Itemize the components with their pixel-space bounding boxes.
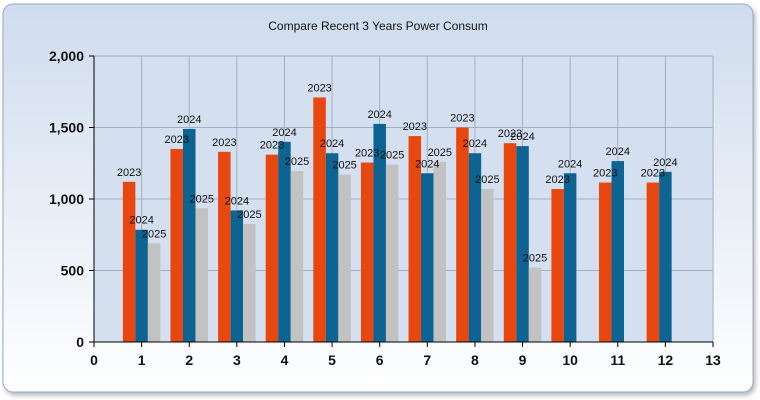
bar-label-2023-2: 2023 [164,134,188,146]
bar-label-2024-7: 2024 [415,158,439,170]
bar-label-2025-4: 2025 [285,156,309,168]
bar-2025-8 [481,188,494,342]
bar-2024-6 [373,123,386,342]
bar-label-2023-10: 2023 [545,174,569,186]
x-tick-label: 4 [281,352,289,368]
bar-2025-9 [528,267,542,342]
bar-2024-8 [468,153,482,342]
y-tick-label: 2,000 [49,48,84,64]
bar-label-2024-8: 2024 [463,138,487,150]
x-tick-label: 6 [376,352,384,368]
bar-label-2024-1: 2024 [129,215,153,227]
x-tick-label: 13 [705,352,721,368]
bar-2025-6 [385,164,399,342]
bar-2024-10 [563,173,577,342]
x-tick-label: 5 [328,352,336,368]
x-tick-label: 7 [423,352,431,368]
bar-label-2023-7: 2023 [403,121,427,133]
bar-2024-2 [182,128,196,342]
bar-2023-2 [170,148,183,342]
x-tick-label: 8 [471,352,479,368]
bar-2024-11 [611,161,625,342]
x-tick-label: 9 [519,352,527,368]
bar-2024-3 [230,210,244,342]
bar-label-2024-5: 2024 [320,138,344,150]
x-tick-label: 10 [562,352,578,368]
bar-2023-10 [551,188,564,342]
bar-label-2023-5: 2023 [307,82,331,94]
bar-2023-5 [313,97,326,342]
x-tick-label: 3 [233,352,241,368]
bar-label-2024-11: 2024 [606,146,630,158]
bar-2023-9 [503,143,517,342]
bar-label-2025-9: 2025 [523,253,547,265]
bar-label-2024-2: 2024 [177,114,201,126]
bar-label-2025-6: 2025 [380,150,404,162]
bar-label-2023-1: 2023 [117,167,141,179]
y-tick-label: 500 [61,263,85,279]
bar-2025-5 [338,174,351,342]
bar-label-2023-11: 2023 [593,168,617,180]
bar-2025-7 [433,161,447,342]
bar-label-2024-6: 2024 [367,109,391,121]
y-tick-label: 1,500 [49,120,84,136]
bar-2025-1 [147,243,161,342]
bar-label-2025-3: 2025 [237,209,261,221]
bar-label-2024-12: 2024 [653,157,677,169]
x-tick-label: 11 [610,352,625,368]
bars [122,97,672,342]
bar-label-2023-12: 2023 [641,168,665,180]
bar-2023-11 [599,182,612,342]
bar-label-2025-7: 2025 [428,147,452,159]
bar-2024-7 [421,173,434,342]
x-tick-label: 2 [185,352,193,368]
bar-2025-4 [290,171,304,342]
bar-2023-12 [646,182,660,342]
bar-labels: 2023 2023 2023 2023 2023 2023 2023 2023 2023 2023… [117,82,678,264]
bar-2023-7 [408,136,422,342]
bar-label-2023-6: 2023 [355,148,379,160]
bar-label-2025-5: 2025 [332,160,356,172]
bar-label-2025-8: 2025 [475,174,499,186]
bar-2024-12 [659,171,672,342]
y-tick-label: 0 [76,334,84,350]
bar-label-2024-4: 2024 [272,127,296,139]
bar-2025-3 [243,224,256,342]
chart-title: Compare Recent 3 Years Power Consum [268,19,487,33]
bar-label-2023-9: 2023 [498,128,522,140]
bar-label-2025-2: 2025 [189,193,213,205]
bar-label-2024-10: 2024 [558,158,582,170]
bar-2024-5 [325,153,339,342]
bar-2024-4 [278,141,291,342]
bar-label-2023-8: 2023 [450,113,474,125]
bar-2024-1 [135,229,148,342]
bar-2023-8 [456,127,469,342]
bar-2024-9 [516,146,529,342]
bar-2023-6 [360,162,374,342]
x-tick-label: 0 [90,352,98,368]
bar-label-2024-3: 2024 [225,195,249,207]
bar-label-2024-9: 2024 [510,131,534,143]
bar-label-2023-4: 2023 [260,140,284,152]
bar-label-2025-1: 2025 [142,228,166,240]
bar-label-2023-3: 2023 [212,137,236,149]
bar-2025-2 [195,208,208,342]
x-tick-label: 1 [138,352,146,368]
bar-2023-4 [265,154,279,342]
bar-2023-3 [218,151,231,342]
bar-2023-1 [122,181,136,342]
x-tick-label: 12 [658,352,674,368]
y-tick-label: 1,000 [49,191,84,207]
